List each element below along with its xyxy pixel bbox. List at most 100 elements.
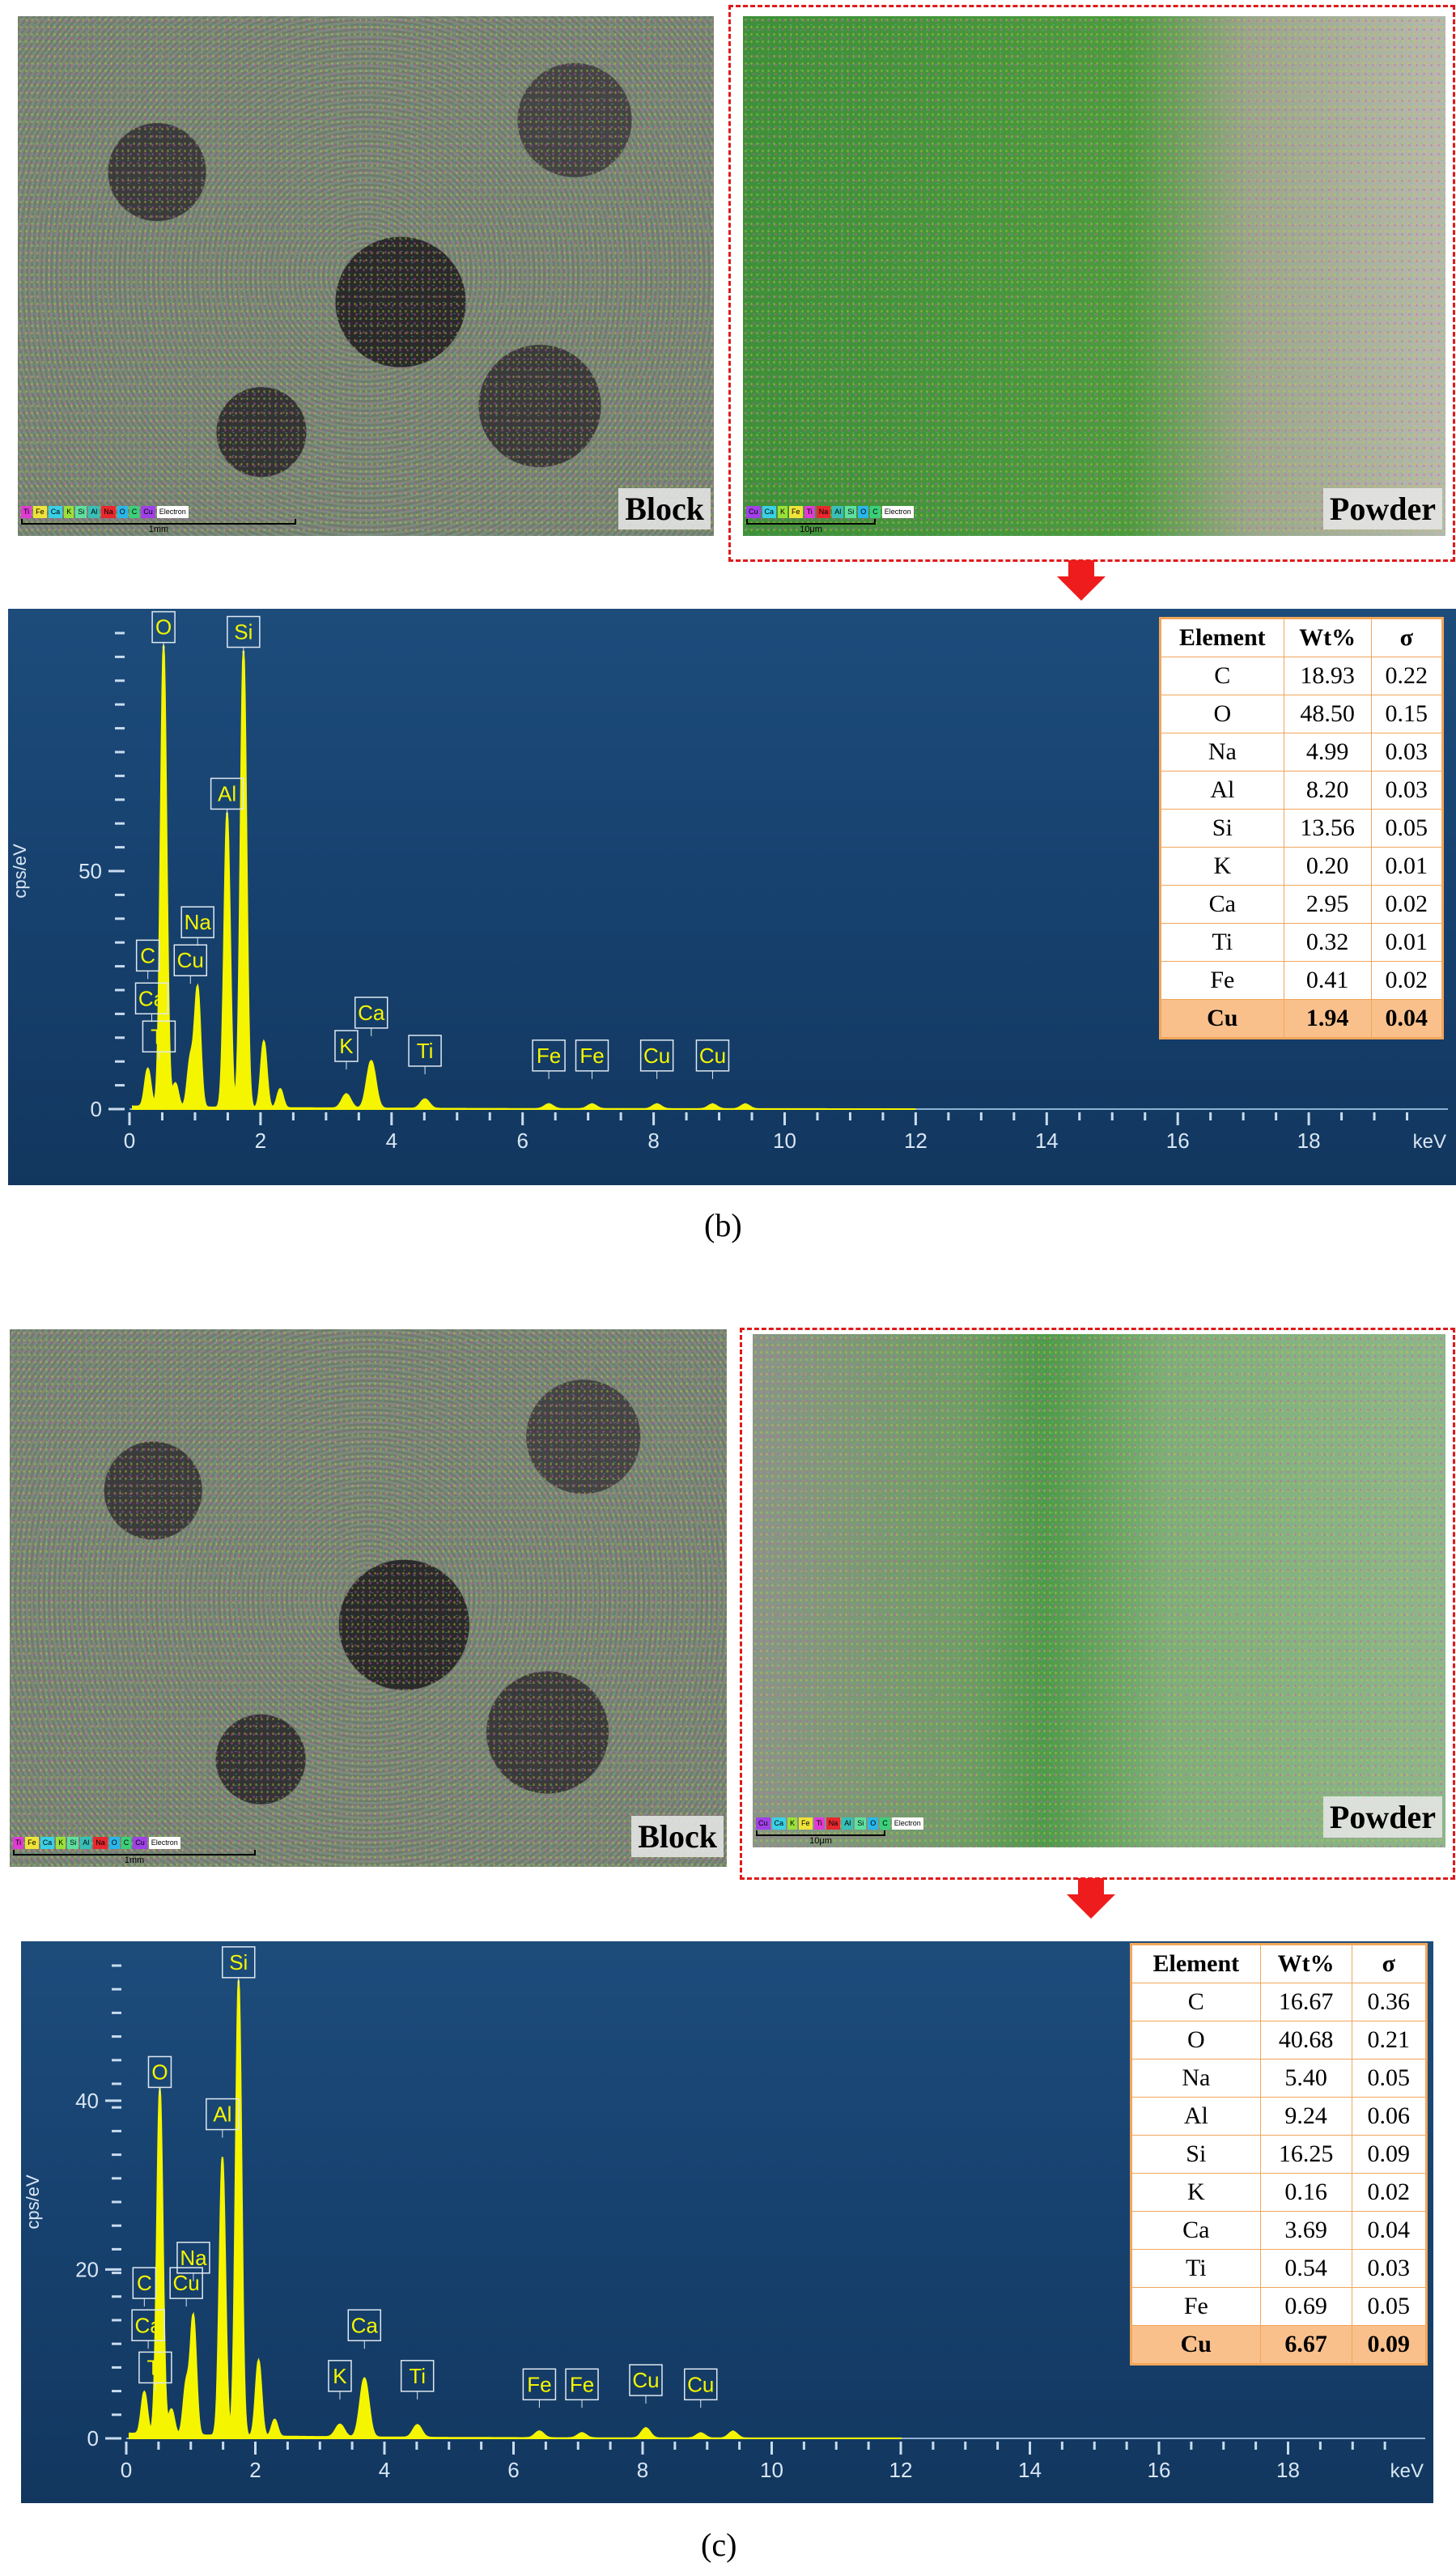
table-cell: 40.68 [1259, 2021, 1352, 2060]
table-cell: 13.56 [1283, 809, 1372, 848]
peak-label-box [210, 777, 244, 810]
peak-label-box [565, 2368, 599, 2401]
table-row: Ca 2.95 0.02 [1160, 885, 1444, 924]
peak-point [262, 1041, 265, 1044]
peak-point [273, 2420, 276, 2423]
peak-label-al: Al [206, 2098, 240, 2138]
peak-label-si: Si [227, 615, 261, 656]
peak-label-cu: Cu [169, 2267, 203, 2307]
scale-bar-label: 1mm [124, 1855, 145, 1865]
peak-label-box [695, 1039, 730, 1072]
peak-label-box [147, 2055, 172, 2089]
legend-chip-o: O [108, 1837, 120, 1849]
peak-label-box [408, 1035, 442, 1067]
peak-point [699, 2432, 703, 2435]
peak-label-cu: Cu [684, 2368, 718, 2408]
peak-label-k: K [328, 2360, 352, 2400]
peak-label-text: Fe [527, 2372, 551, 2396]
peak-label-ca: Ca [134, 982, 169, 1022]
eds-speckle-overlay [10, 1329, 727, 1867]
peak-point [537, 2430, 541, 2434]
sem-image-powder: Cu Ca K Fe Ti Na Al Si O C Electron 10μm Powder [753, 1334, 1445, 1847]
peak-point [146, 1069, 150, 1073]
peak-label-cu: Cu [629, 2364, 663, 2404]
x-tick-label: 6 [507, 2458, 519, 2482]
table-cell: 0.03 [1370, 733, 1444, 772]
x-tick-label: 10 [760, 2458, 783, 2482]
legend-chip-fe: Fe [799, 1817, 813, 1830]
legend-chip-fe: Fe [789, 506, 803, 518]
table-cell: 0.41 [1283, 961, 1372, 1000]
peak-label-box [227, 615, 261, 648]
peak-label-text: Cu [699, 1044, 726, 1068]
column-header: Element [1160, 618, 1284, 657]
table-cell: 0.22 [1370, 657, 1444, 695]
table-cell: 9.24 [1259, 2097, 1352, 2136]
peak-label-box [134, 982, 169, 1015]
table-cell: Cu [1131, 2325, 1261, 2365]
legend-chip-ca: Ca [40, 1837, 55, 1849]
peak-point [221, 2158, 224, 2162]
table-row: Cu 1.94 0.04 [1160, 999, 1444, 1039]
sem-image-block: Ti Fe Ca K Si Al Na O C Cu Electron 1mm Block [18, 16, 714, 536]
peak-point [257, 2361, 260, 2364]
table-cell: 0.16 [1259, 2173, 1352, 2212]
legend-chip-si: Si [855, 1817, 867, 1830]
eds-speckle-overlay [18, 16, 714, 536]
scale-bar: 10μm [756, 1830, 885, 1846]
peak-label-text: Ti [417, 1039, 434, 1063]
peak-point [338, 2424, 342, 2427]
powder-label: Powder [1322, 488, 1442, 529]
table-row: C 16.67 0.36 [1131, 1983, 1428, 2021]
table-row: Si 16.25 0.09 [1131, 2135, 1428, 2174]
legend-chip-k: K [787, 1817, 798, 1830]
peak-label-text: Na [180, 2246, 207, 2270]
peak-label-text: O [151, 2060, 168, 2084]
scale-bar: 1mm [13, 1850, 256, 1865]
legend-chip-k: K [56, 1837, 66, 1849]
table-cell: 0.02 [1370, 885, 1444, 924]
x-tick-label: 8 [647, 1129, 659, 1153]
table-row: Si 13.56 0.05 [1160, 809, 1444, 848]
legend-chip-ti: Ti [804, 506, 815, 518]
peak-label-box [629, 2364, 663, 2396]
peak-label-box [135, 939, 160, 972]
table-cell: 2.95 [1283, 885, 1372, 924]
table-cell: 5.40 [1259, 2059, 1352, 2098]
element-legend: Ti Fe Ca K Si Al Na O C Cu Electron [21, 506, 189, 518]
peak-label-text: Fe [570, 2372, 594, 2396]
table-cell: 18.93 [1283, 657, 1372, 695]
table-row: Al 8.20 0.03 [1160, 771, 1444, 810]
table-cell: Ca [1160, 885, 1284, 924]
table-cell: 0.20 [1283, 847, 1372, 886]
table-cell: 0.15 [1370, 695, 1444, 733]
y-axis-label: cps/eV [10, 844, 30, 899]
peak-label-text: C [140, 943, 155, 967]
composition-table: Element Wt% σ C 18.93 0.22 O 48.50 0.15 Na 4.99 0.0… [1159, 617, 1444, 1039]
peak-label-box [176, 2242, 210, 2274]
peak-label-text: Fe [579, 1044, 604, 1068]
peak-point [416, 2424, 419, 2427]
table-cell: 0.01 [1370, 847, 1444, 886]
table-cell: 0.02 [1370, 961, 1444, 1000]
x-tick-label: 4 [379, 2458, 390, 2482]
peak-label-o: O [147, 2055, 172, 2096]
table-cell: Ti [1131, 2249, 1261, 2288]
x-tick-label: 6 [516, 1129, 528, 1153]
y-tick-label: 0 [91, 1097, 102, 1121]
x-tick-label: 16 [1166, 1129, 1190, 1153]
peak-label-box [532, 1039, 566, 1072]
element-legend: Cu Ca K Fe Ti Na Al Si O C Electron [746, 506, 914, 518]
x-tick-label: 2 [255, 1129, 266, 1153]
peak-label-na: Na [176, 2242, 210, 2281]
y-tick-label: 20 [75, 2257, 99, 2281]
peak-label-box [206, 2098, 240, 2131]
powder-label: Powder [1322, 1796, 1442, 1838]
table-cell: Si [1160, 809, 1284, 848]
peak-point [192, 2319, 195, 2322]
x-tick-label: 4 [386, 1129, 397, 1153]
scale-bar-label: 1mm [148, 525, 169, 534]
peak-point [174, 1084, 177, 1087]
table-row: Cu 6.67 0.09 [1131, 2325, 1428, 2365]
